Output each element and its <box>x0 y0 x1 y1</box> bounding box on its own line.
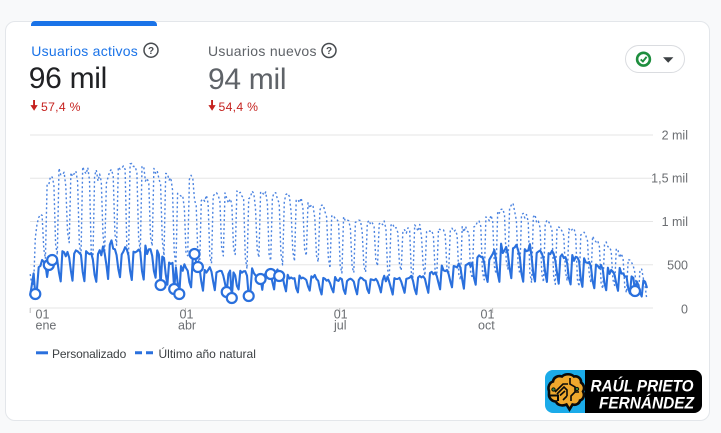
svg-text:jul: jul <box>333 319 347 333</box>
svg-text:2 mil: 2 mil <box>662 129 688 143</box>
svg-text:01: 01 <box>334 308 348 322</box>
svg-text:01: 01 <box>180 308 194 322</box>
svg-text:01: 01 <box>481 308 495 322</box>
svg-text:RAÚL PRIETO: RAÚL PRIETO <box>591 377 694 396</box>
svg-text:ene: ene <box>36 319 57 333</box>
svg-text:oct: oct <box>478 319 495 333</box>
svg-text:abr: abr <box>178 319 196 333</box>
svg-text:?: ? <box>326 46 332 57</box>
svg-text:0: 0 <box>681 303 688 317</box>
svg-text:FERNÁNDEZ: FERNÁNDEZ <box>599 394 695 413</box>
svg-text:500: 500 <box>667 258 688 272</box>
svg-text:?: ? <box>148 46 154 57</box>
svg-text:1,5 mil: 1,5 mil <box>651 172 688 186</box>
svg-text:1 mil: 1 mil <box>662 215 688 229</box>
svg-text:01: 01 <box>36 308 50 322</box>
